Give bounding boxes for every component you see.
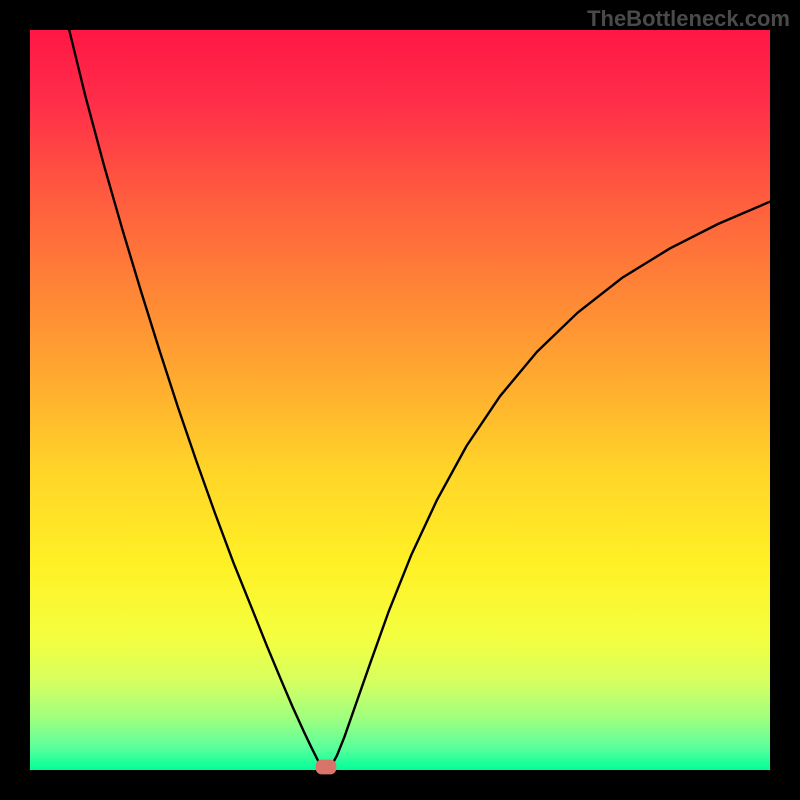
bottleneck-curve-chart — [0, 0, 800, 800]
chart-container: TheBottleneck.com — [0, 0, 800, 800]
optimal-point-marker — [316, 760, 337, 775]
plot-background — [30, 30, 770, 770]
watermark-text: TheBottleneck.com — [587, 6, 790, 32]
